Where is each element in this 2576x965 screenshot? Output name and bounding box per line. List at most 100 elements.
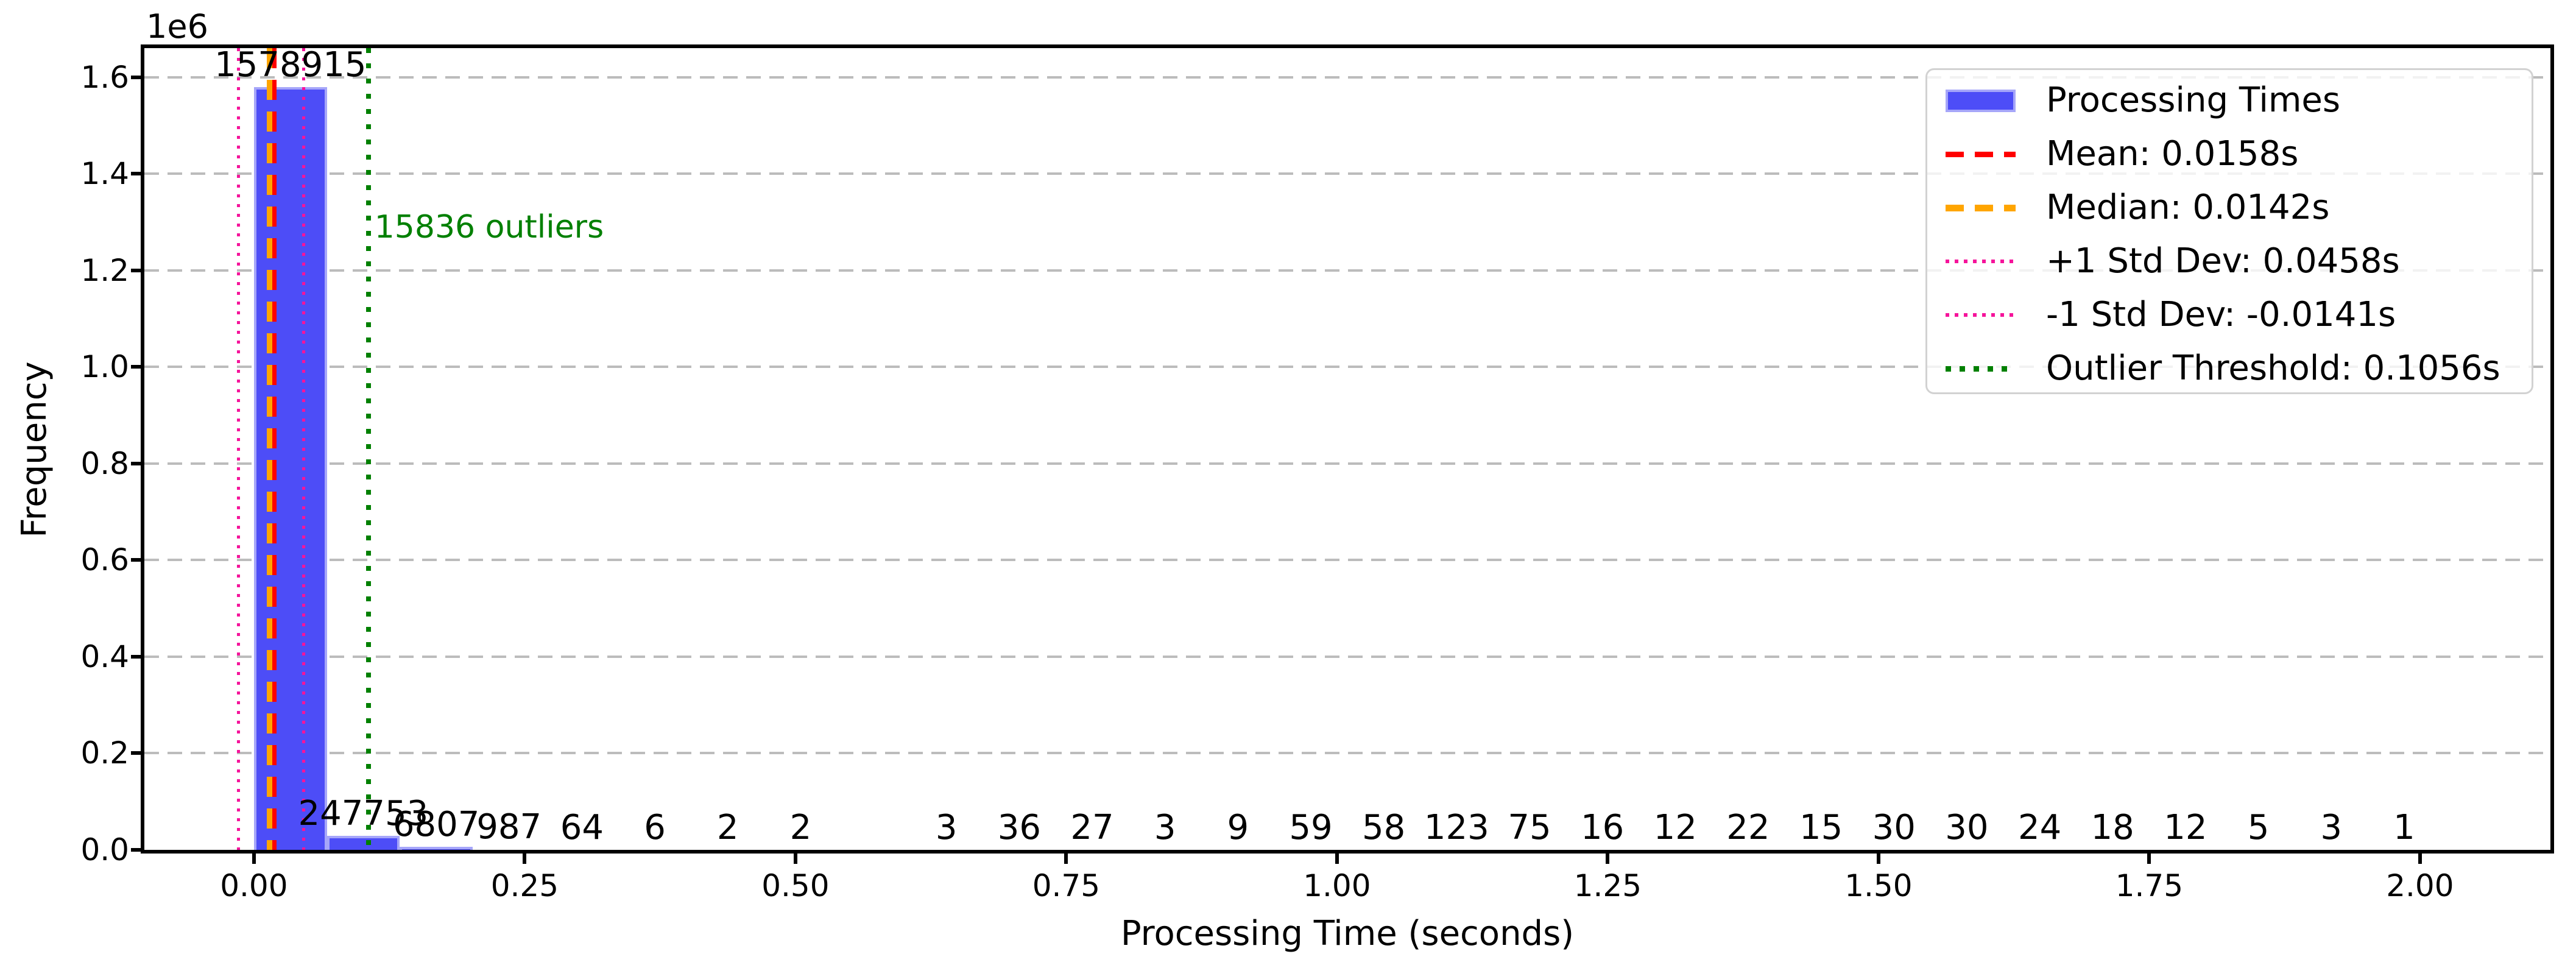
bar-count-label: 24 [2017,808,2062,847]
y-tick [131,172,141,176]
y-gridline [144,655,2550,658]
x-tick-label: 2.00 [2386,868,2454,903]
x-tick [1335,854,1339,864]
y-tick [131,365,141,369]
y-gridline [144,172,2550,175]
bar-count-label: 2 [789,808,812,847]
legend-item: Median: 0.0142s [1927,181,2532,235]
legend-item-label: -1 Std Dev: -0.0141s [2046,295,2396,334]
y-gridline [144,462,2550,465]
processing-times-swatch [1946,89,2016,112]
x-tick [2418,854,2422,864]
y-tick-label: 0.0 [80,832,129,868]
y-tick [131,268,141,272]
x-tick-label: 0.25 [490,868,559,903]
bar-count-label: 2 [716,808,739,847]
bar-count-label: 36 [997,808,1042,847]
x-tick-label: 1.50 [1844,868,1913,903]
x-tick-label: 0.50 [761,868,830,903]
bar-count-label: 75 [1508,807,1551,847]
bar-count-label: 3 [2320,808,2343,847]
y-tick-label: 0.6 [80,542,129,578]
legend-item: Mean: 0.0158s [1927,127,2532,181]
y-tick [131,751,141,755]
y-tick [131,654,141,659]
x-tick-label: 1.25 [1573,868,1642,903]
y-tick-label: 0.8 [80,445,129,481]
y-tick-label: 1.0 [80,349,129,385]
x-tick [2147,854,2151,864]
y-tick-label: 1.2 [80,252,129,288]
legend-swatch-line [1946,151,2016,157]
bar-count-label: 59 [1289,808,1333,847]
bar-count-label: 123 [1424,807,1489,847]
x-tick [1064,854,1068,864]
legend-item: Outlier Threshold: 0.1056s [1927,342,2532,395]
legend-swatch-line [1946,260,2016,263]
bar-count-label: 16 [1580,808,1625,847]
legend-line-swatch [1946,151,2016,157]
x-tick [252,854,256,864]
y-gridline [144,269,2550,272]
bar-count-label: 9 [1227,808,1249,847]
legend-item-label: Outlier Threshold: 0.1056s [2046,348,2500,388]
x-tick-label: 0.00 [220,868,288,903]
bar-count-label: 987 [476,807,542,847]
bar-count-label: 30 [1872,808,1916,847]
legend-item-label: Processing Times [2046,80,2341,120]
outliers-annotation: 15836 outliers [374,209,604,246]
legend-swatch-line [1946,204,2016,211]
x-tick-label: 1.00 [1303,868,1371,903]
y-gridline [144,76,2550,79]
legend-item-label: Mean: 0.0158s [2046,134,2299,174]
bar-count-label: 1578915 [214,45,367,85]
bar-count-label: 58 [1362,808,1406,847]
bar-count-label: 6 [644,808,666,847]
bar-count-label: 12 [2164,808,2207,847]
legend-item-label: Median: 0.0142s [2046,188,2330,227]
legend-line-swatch [1946,313,2016,317]
x-tick-label: 0.75 [1032,868,1101,903]
y-tick-label: 1.4 [80,156,129,192]
legend-item: +1 Std Dev: 0.0458s [1927,235,2532,288]
y-tick-label: 0.2 [80,735,129,771]
legend-swatch-line [1946,366,2016,372]
bar-count-label: 3 [1154,808,1176,847]
y-gridline [144,559,2550,562]
legend-item: Processing Times [1927,74,2532,127]
bar-count-label: 6807 [392,804,480,844]
x-tick [793,854,797,864]
bar-count-label: 3 [935,808,958,847]
median-line [266,48,272,850]
y-tick [131,461,141,465]
y-tick [131,848,141,852]
bar-count-label: 15 [1799,808,1843,847]
bar-count-label: 30 [1945,808,1989,847]
legend-line-swatch [1946,366,2016,372]
y-tick-label: 1.6 [80,59,129,95]
legend-item: -1 Std Dev: -0.0141s [1927,288,2532,342]
x-tick-label: 1.75 [2115,868,2184,903]
histogram-bar [400,847,473,850]
legend-swatch-patch [1946,89,2016,112]
bar-count-label: 22 [1726,808,1770,847]
outlier-threshold-line [365,48,371,850]
histogram-bar [253,87,327,850]
bar-count-label: 5 [2247,808,2270,847]
x-tick [523,854,527,864]
legend-item-label: +1 Std Dev: 0.0458s [2046,241,2400,281]
y-axis-label: Frequency [15,361,54,538]
histogram-bar [326,836,400,850]
legend-swatch-line [1946,313,2016,317]
x-tick [1876,854,1880,864]
bar-count-label: 12 [1653,808,1697,847]
y-gridline [144,752,2550,755]
bar-count-label: 27 [1070,808,1114,847]
y-tick-label: 0.4 [80,638,129,674]
legend-line-swatch [1946,260,2016,263]
y-tick [131,558,141,562]
legend-line-swatch [1946,204,2016,211]
y-tick [131,75,141,79]
x-axis-label: Processing Time (seconds) [1120,914,1575,953]
